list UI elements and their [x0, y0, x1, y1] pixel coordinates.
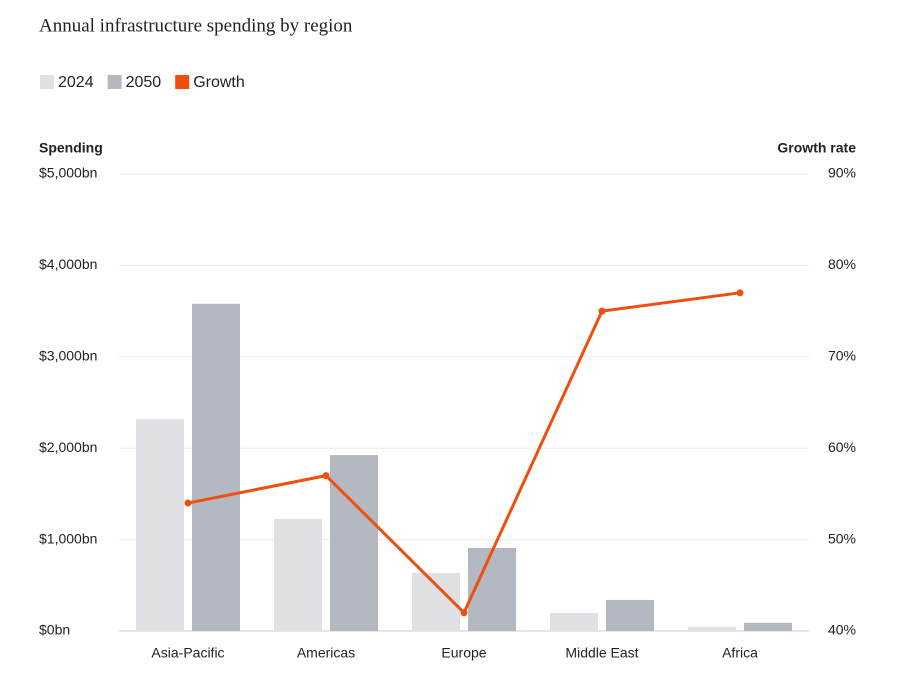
line-point: [184, 499, 192, 507]
bar: [192, 303, 240, 631]
y-tick-label: $4,000bn: [39, 256, 97, 272]
y2-tick-label: 90%: [828, 165, 856, 181]
legend-swatch: [175, 75, 190, 89]
y-tick-label: $1,000bn: [39, 530, 97, 546]
bar: [550, 612, 598, 631]
x-tick-label: Americas: [297, 645, 355, 661]
legend-label: Growth: [193, 74, 245, 91]
x-tick-label: Asia-Pacific: [151, 645, 224, 661]
x-tick-label: Middle East: [565, 645, 638, 661]
y-tick-label: $0bn: [39, 622, 70, 638]
y-tick-label: $5,000bn: [39, 165, 97, 181]
y-tick-label: $3,000bn: [39, 348, 97, 364]
y2-tick-label: 80%: [828, 256, 856, 272]
line-point: [598, 307, 606, 315]
y-axis-title: Spending: [39, 140, 103, 156]
y-tick-label: $2,000bn: [39, 439, 97, 455]
y2-tick-label: 50%: [828, 530, 856, 546]
line-point: [322, 472, 330, 480]
legend-label: 2050: [126, 74, 162, 91]
x-tick-label: Europe: [441, 645, 486, 661]
legend-label: 2024: [58, 74, 94, 91]
chart-title: Annual infrastructure spending by region: [39, 15, 353, 36]
bar: [744, 622, 792, 631]
bar: [688, 626, 736, 631]
line-point: [460, 609, 468, 617]
bar: [330, 455, 378, 631]
y2-tick-label: 70%: [828, 348, 856, 364]
x-tick-label: Africa: [722, 645, 758, 661]
legend-swatch: [40, 75, 54, 89]
bar: [606, 599, 654, 631]
bar: [274, 519, 322, 631]
y2-tick-label: 60%: [828, 439, 856, 455]
y2-tick-label: 40%: [828, 622, 856, 638]
bar: [136, 418, 184, 631]
line-point: [736, 289, 744, 297]
legend-swatch: [107, 75, 122, 89]
line: [187, 291, 741, 616]
y2-axis-title: Growth rate: [777, 140, 856, 156]
